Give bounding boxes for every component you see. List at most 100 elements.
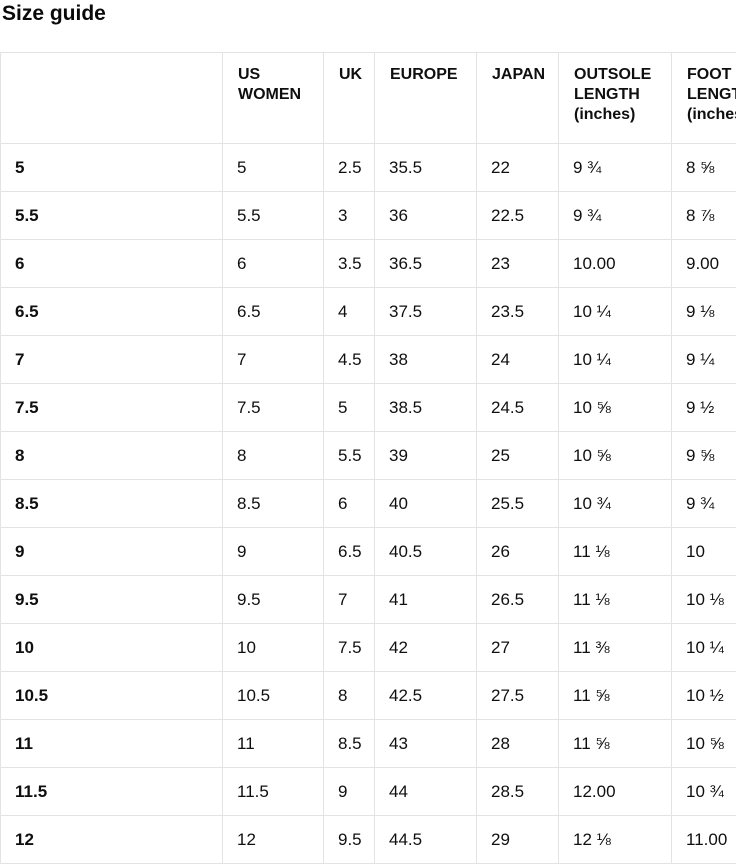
row-size-label: 5.5 <box>0 191 223 240</box>
table-cell: 10 ¾ <box>671 767 736 816</box>
column-header-uk: UK <box>323 52 375 144</box>
row-size-label: 11.5 <box>0 767 223 816</box>
table-cell: 26.5 <box>476 575 559 624</box>
table-cell: 6.5 <box>222 287 324 336</box>
row-size-label: 12 <box>0 815 223 864</box>
table-row: 10 10 7.5 42 27 11 ⅜ 10 ¼ <box>0 623 736 672</box>
table-cell: 9 <box>222 527 324 576</box>
table-cell: 5 <box>323 383 375 432</box>
table-cell: 25 <box>476 431 559 480</box>
table-cell: 8 ⅝ <box>671 143 736 192</box>
table-cell: 5.5 <box>323 431 375 480</box>
table-cell: 23.5 <box>476 287 559 336</box>
size-table-container: US WOMEN UK EUROPE JAPAN OUTSOLE LENGTH … <box>0 52 736 864</box>
row-size-label: 9.5 <box>0 575 223 624</box>
table-cell: 10 ½ <box>671 671 736 720</box>
table-cell: 10 ⅝ <box>558 431 672 480</box>
table-cell: 10.00 <box>558 239 672 288</box>
table-cell: 22.5 <box>476 191 559 240</box>
size-guide-table: US WOMEN UK EUROPE JAPAN OUTSOLE LENGTH … <box>0 52 736 864</box>
table-row: 9.5 9.5 7 41 26.5 11 ⅛ 10 ⅛ <box>0 575 736 624</box>
table-cell: 42 <box>374 623 477 672</box>
table-cell: 4.5 <box>323 335 375 384</box>
table-cell: 9 <box>323 767 375 816</box>
table-cell: 10 ⅝ <box>558 383 672 432</box>
column-header-us-women: US WOMEN <box>222 52 324 144</box>
row-size-label: 11 <box>0 719 223 768</box>
table-cell: 10 ⅝ <box>671 719 736 768</box>
row-size-label: 5 <box>0 143 223 192</box>
table-cell: 41 <box>374 575 477 624</box>
table-cell: 11 ⅛ <box>558 575 672 624</box>
table-cell: 43 <box>374 719 477 768</box>
table-cell: 44.5 <box>374 815 477 864</box>
table-cell: 9.5 <box>323 815 375 864</box>
row-size-label: 8 <box>0 431 223 480</box>
row-size-label: 7 <box>0 335 223 384</box>
table-cell: 11 ⅝ <box>558 719 672 768</box>
column-header-size <box>0 52 223 144</box>
table-cell: 10 ¼ <box>558 287 672 336</box>
table-cell: 39 <box>374 431 477 480</box>
table-cell: 11.5 <box>222 767 324 816</box>
row-size-label: 10.5 <box>0 671 223 720</box>
table-cell: 26 <box>476 527 559 576</box>
row-size-label: 6.5 <box>0 287 223 336</box>
table-cell: 10 <box>222 623 324 672</box>
table-cell: 28 <box>476 719 559 768</box>
table-cell: 10 ¾ <box>558 479 672 528</box>
table-cell: 11 ⅛ <box>558 527 672 576</box>
table-cell: 7.5 <box>323 623 375 672</box>
table-cell: 36 <box>374 191 477 240</box>
table-cell: 9 ¾ <box>558 143 672 192</box>
table-cell: 37.5 <box>374 287 477 336</box>
row-size-label: 10 <box>0 623 223 672</box>
table-cell: 5 <box>222 143 324 192</box>
column-header-foot-length: FOOT LENGTH (inches) <box>671 52 736 144</box>
table-cell: 10.5 <box>222 671 324 720</box>
table-row: 9 9 6.5 40.5 26 11 ⅛ 10 <box>0 527 736 576</box>
column-header-outsole-length: OUTSOLE LENGTH (inches) <box>558 52 672 144</box>
table-cell: 28.5 <box>476 767 559 816</box>
row-size-label: 9 <box>0 527 223 576</box>
table-cell: 29 <box>476 815 559 864</box>
table-cell: 12 ⅛ <box>558 815 672 864</box>
table-cell: 38.5 <box>374 383 477 432</box>
table-cell: 10 ¼ <box>671 623 736 672</box>
table-cell: 25.5 <box>476 479 559 528</box>
table-cell: 9.5 <box>222 575 324 624</box>
table-cell: 8 <box>323 671 375 720</box>
table-cell: 40.5 <box>374 527 477 576</box>
table-cell: 11 ⅝ <box>558 671 672 720</box>
table-cell: 8.5 <box>323 719 375 768</box>
table-cell: 8.5 <box>222 479 324 528</box>
table-cell: 7 <box>323 575 375 624</box>
table-cell: 12 <box>222 815 324 864</box>
table-cell: 7.5 <box>222 383 324 432</box>
table-cell: 9 ⅛ <box>671 287 736 336</box>
row-size-label: 7.5 <box>0 383 223 432</box>
table-cell: 27.5 <box>476 671 559 720</box>
table-cell: 36.5 <box>374 239 477 288</box>
table-cell: 9 ⅝ <box>671 431 736 480</box>
table-cell: 6 <box>323 479 375 528</box>
header-row: US WOMEN UK EUROPE JAPAN OUTSOLE LENGTH … <box>0 52 736 144</box>
table-cell: 6 <box>222 239 324 288</box>
table-cell: 8 ⅞ <box>671 191 736 240</box>
table-cell: 10 <box>671 527 736 576</box>
table-cell: 38 <box>374 335 477 384</box>
table-row: 11.5 11.5 9 44 28.5 12.00 10 ¾ <box>0 767 736 816</box>
table-cell: 12.00 <box>558 767 672 816</box>
table-cell: 3 <box>323 191 375 240</box>
table-cell: 10 ¼ <box>558 335 672 384</box>
table-cell: 9 ¾ <box>671 479 736 528</box>
table-cell: 4 <box>323 287 375 336</box>
table-cell: 2.5 <box>323 143 375 192</box>
